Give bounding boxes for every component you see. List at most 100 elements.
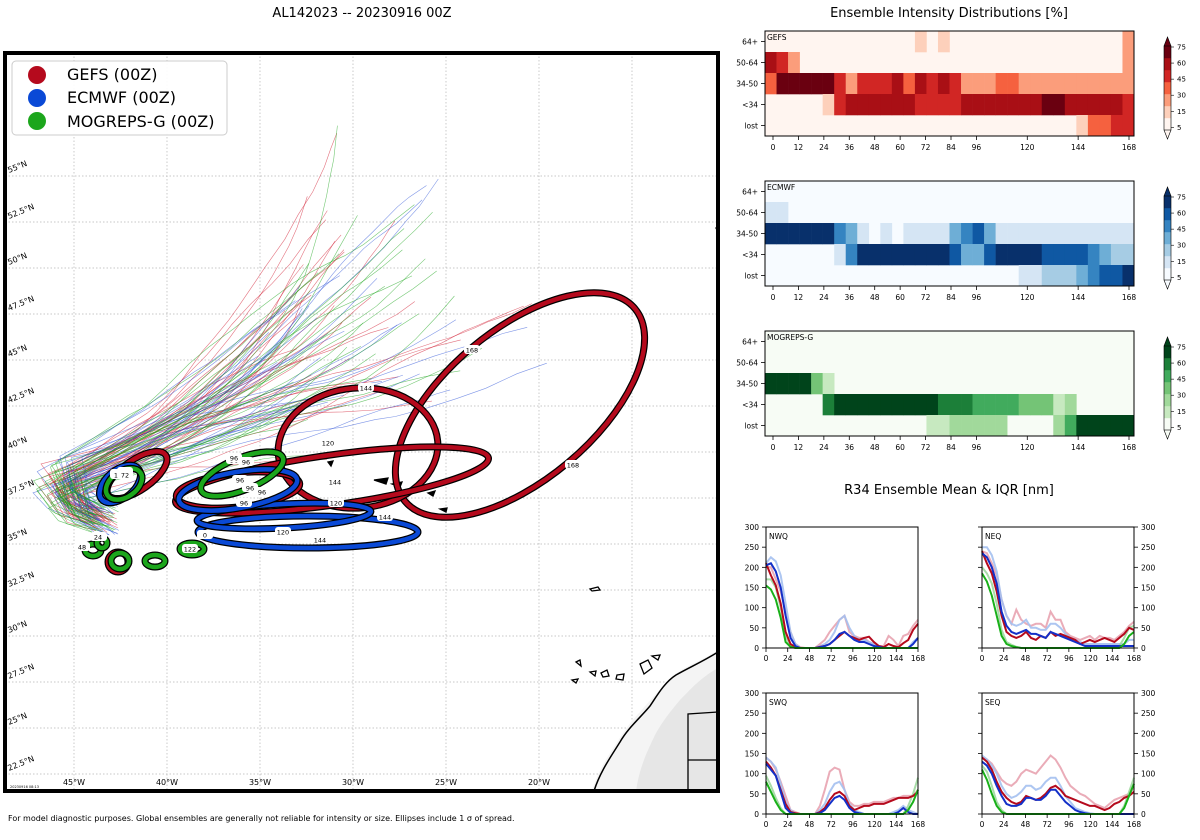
heatmap-cell [799, 223, 812, 245]
ensemble-track [71, 327, 528, 509]
r34-x-label: 48 [805, 820, 815, 829]
heatmap-cell [937, 73, 950, 95]
ellipse-hour-label: 120 [277, 529, 289, 537]
ellipse-hour-label: 0 [203, 532, 207, 540]
r34-x-label: 144 [889, 654, 904, 663]
heatmap-cell [1110, 115, 1123, 137]
r34-y-label: 200 [745, 729, 760, 738]
ellipse-hour-label: 72 [121, 472, 129, 480]
heatmap-cell [1018, 394, 1031, 416]
r34-y-label: 250 [1141, 709, 1156, 718]
colorbar-segment [1164, 46, 1171, 59]
azores-island [326, 460, 335, 468]
r34-y-label: 50 [1141, 624, 1151, 633]
r34-y-label: 200 [1141, 563, 1156, 572]
colorbar-label: 15 [1177, 408, 1186, 416]
ensemble-track [55, 347, 248, 518]
ensemble-tracks [32, 125, 547, 536]
r34-x-label: 120 [1083, 820, 1098, 829]
r34-y-label: 150 [745, 750, 760, 759]
heatmap-cell [995, 223, 1008, 245]
ensemble-track [86, 357, 321, 531]
r34-y-label: 250 [1141, 543, 1156, 552]
colorbar-label: 5 [1177, 424, 1181, 432]
mogreps-ellipse-122 [177, 540, 207, 558]
lon-label: 25°W [435, 778, 457, 787]
heatmap-cell [1110, 223, 1123, 245]
heatmap-cell [1030, 394, 1043, 416]
heatmap-cell [949, 94, 962, 116]
heatmap-cell [1110, 73, 1123, 95]
lon-label: 30°W [342, 778, 364, 787]
island [615, 673, 625, 681]
heatmap-x-label: 72 [921, 443, 931, 452]
heatmap-cell [1053, 415, 1066, 437]
colorbar-segment [1164, 196, 1171, 209]
heatmap-x-label: 0 [771, 443, 776, 452]
ensemble-track [47, 346, 362, 534]
heatmap-cell [776, 223, 789, 245]
heatmap-cell [1030, 265, 1043, 287]
heatmap-x-label: 60 [895, 443, 905, 452]
heatmap-cell [857, 244, 870, 266]
heatmap-row-label: <34 [742, 101, 758, 110]
heatmap-cell [1064, 394, 1077, 416]
ellipse-label-bg [327, 477, 343, 486]
colorbar-label: 45 [1177, 226, 1186, 234]
r34-x-label: 72 [1042, 654, 1052, 663]
heatmap-cell [972, 415, 985, 437]
heatmap-cell [1053, 394, 1066, 416]
heatmap-x-label: 36 [845, 293, 855, 302]
r34-x-label: 48 [1021, 654, 1031, 663]
colorbar-max-arrow [1163, 336, 1172, 347]
r34-x-label: 0 [764, 820, 769, 829]
heatmap-cell [1076, 115, 1089, 137]
r34-x-label: 96 [1064, 820, 1074, 829]
heatmap-x-label: 96 [972, 443, 982, 452]
r34-x-label: 120 [1083, 654, 1098, 663]
heatmap-cell [776, 52, 789, 74]
mogreps-ellipse-0 [108, 550, 132, 572]
heatmap-cell [765, 73, 777, 95]
map-legend[interactable]: GEFS (00Z) ECMWF (00Z) MOGREPS-G (00Z) [11, 60, 228, 136]
ellipse-label-bg [232, 475, 248, 484]
r34-x-label: 144 [889, 820, 904, 829]
r34-x-label: 24 [783, 820, 793, 829]
heatmap-cell [822, 394, 835, 416]
colorbar-segment [1164, 370, 1171, 383]
r34-y-label: 250 [745, 543, 760, 552]
heatmap-x-label: 120 [1020, 443, 1035, 452]
heatmap-row-label: 50-64 [736, 359, 758, 368]
r34-panel-label: NEQ [985, 532, 1001, 541]
ensemble-track [40, 374, 312, 507]
heatmap-cell [788, 373, 800, 395]
r34-x-label: 144 [1105, 654, 1120, 663]
heatmap-x-label: 84 [946, 293, 956, 302]
colorbar-segment [1164, 70, 1171, 83]
r34-y-label: 200 [1141, 729, 1156, 738]
legend-entry-mogreps[interactable]: MOGREPS-G (00Z) [28, 112, 214, 131]
colorbar-label: 60 [1177, 60, 1186, 68]
r34-y-label: 0 [754, 644, 759, 653]
heatmap-cell [880, 94, 893, 116]
heatmap-cell [949, 394, 962, 416]
heatmap-cell [880, 73, 893, 95]
ensemble-track [50, 270, 437, 509]
heatmap-cell [834, 244, 847, 266]
heatmap-cell [984, 394, 996, 416]
heatmap-x-label: 84 [946, 143, 956, 152]
legend-entry-gefs[interactable]: GEFS (00Z) [28, 65, 157, 84]
heatmap-cell [903, 223, 916, 245]
legend-entry-ecmwf[interactable]: ECMWF (00Z) [28, 88, 176, 107]
heatmap-cell [834, 94, 847, 116]
legend-label: MOGREPS-G (00Z) [67, 112, 214, 131]
heatmap-row-label: <34 [742, 401, 758, 410]
r34-x-label: 168 [1127, 654, 1142, 663]
heatmap-cell [1076, 94, 1089, 116]
heatmap-cell [903, 94, 916, 116]
heatmap-cell [834, 73, 847, 95]
colorbar-frame [1163, 195, 1172, 281]
r34-y-label: 100 [1141, 770, 1156, 779]
heatmap-x-label: 144 [1071, 293, 1086, 302]
heatmap-cell [776, 73, 789, 95]
